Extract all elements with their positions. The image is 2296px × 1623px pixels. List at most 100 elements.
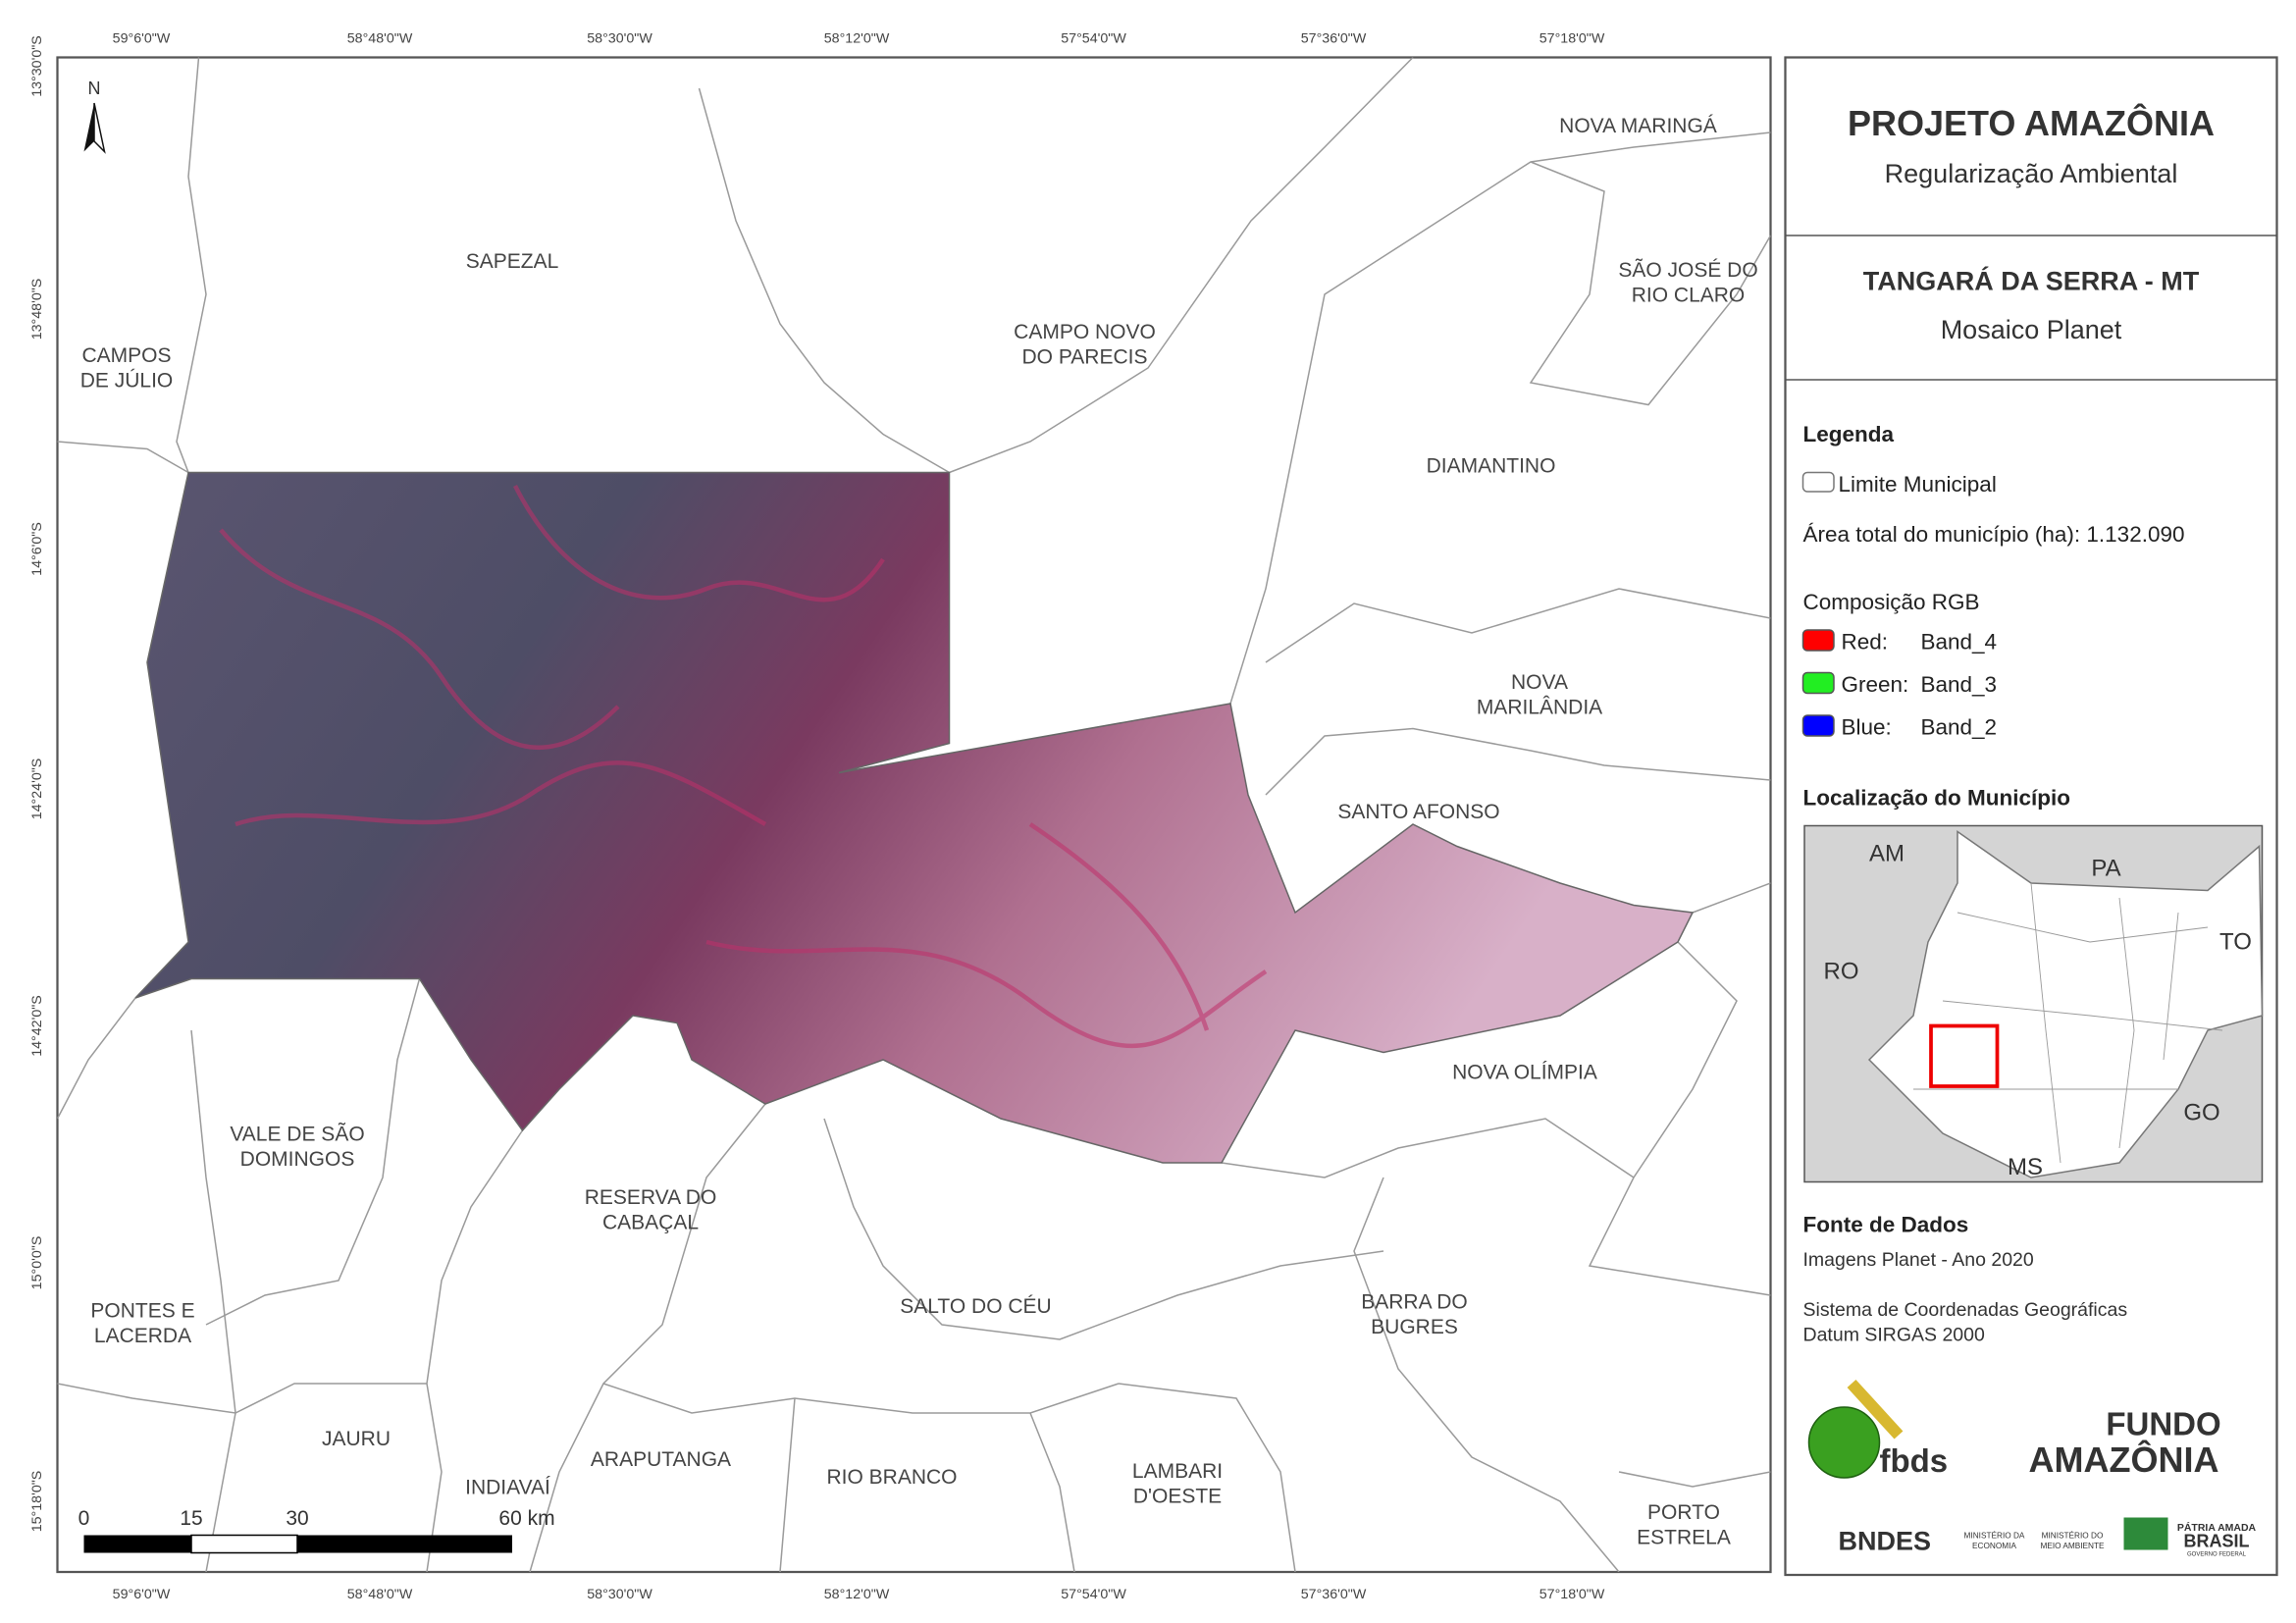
left-coordinate: 15°18'0"S (29, 1471, 45, 1533)
left-coordinate: 14°6'0"S (29, 522, 45, 576)
bottom-coordinate: 59°6'0"W (113, 1587, 171, 1602)
municipality-line: PORTO (1647, 1501, 1720, 1524)
inset-internal (1913, 882, 2223, 1164)
band-channel: Green: (1842, 672, 1909, 697)
top-coordinate: 58°48'0"W (347, 31, 413, 47)
municipality-line: ESTRELA (1637, 1527, 1731, 1549)
municipality-label: BARRA DO BUGRES (1361, 1291, 1468, 1339)
municipality-line: SAPEZAL (466, 250, 559, 273)
band-swatch (1801, 671, 1835, 695)
logo-text: ECONOMIA (1972, 1542, 2016, 1550)
municipality-line: BARRA DO (1361, 1291, 1468, 1314)
bottom-coordinate: 58°12'0"W (824, 1587, 890, 1602)
municipality-line: MARILÂNDIA (1477, 697, 1602, 719)
municipality-label: ARAPUTANGA (591, 1448, 731, 1471)
municipality-line: RIO BRANCO (826, 1466, 957, 1489)
municipality-label: SAPEZAL (466, 250, 559, 273)
municipality-line: CABAÇAL (602, 1212, 699, 1234)
scale-labels: 0 15 30 60 km (78, 1507, 555, 1530)
left-coordinate: 13°30'0"S (29, 35, 45, 97)
municipality-label: DIAMANTINO (1427, 455, 1556, 478)
municipality-line: SANTO AFONSO (1337, 801, 1499, 823)
band-legend: Red: Band_4 Green: Band_3 Blue: Band_2 (1801, 629, 1998, 740)
logo-text: MEIO AMBIENTE (2040, 1542, 2105, 1550)
municipality-label: NOVA MARINGÁ (1559, 115, 1717, 137)
municipality-label: NOVA OLÍMPIA (1452, 1062, 1597, 1084)
municipality-line: RIO CLARO (1632, 285, 1746, 307)
bottom-coordinate: 57°18'0"W (1539, 1587, 1605, 1602)
municipality-line: DOMINGOS (240, 1148, 355, 1171)
location-box (1929, 1023, 2000, 1088)
municipality-label: VALE DE SÃO DOMINGOS (230, 1123, 364, 1172)
band-swatch (1801, 714, 1835, 737)
municipality-line: INDIAVAÍ (465, 1477, 550, 1499)
inset-label: TO (2219, 929, 2252, 956)
area-label: Área total do município (ha): 1.132.090 (1803, 522, 2185, 547)
coordinate-labels: 59°6'0"W 58°48'0"W 58°30'0"W 58°12'0"W 57°54… (29, 31, 1605, 1603)
top-coordinate: 58°12'0"W (824, 31, 890, 47)
legend-heading: Legenda (1803, 422, 1895, 446)
inset-state (1867, 830, 2264, 1178)
band-name: Band_2 (1921, 715, 1998, 740)
municipality-label: INDIAVAÍ (465, 1477, 550, 1499)
municipality-line: LACERDA (94, 1325, 191, 1347)
municipality-label: PORTO ESTRELA (1637, 1501, 1731, 1549)
satellite-mosaic (134, 471, 1695, 1164)
place-name: TANGARÁ DA SERRA - MT (1863, 266, 2200, 296)
left-coordinate: 14°24'0"S (29, 759, 45, 820)
municipality-line: CAMPOS (81, 344, 171, 367)
top-coordinate: 57°18'0"W (1539, 31, 1605, 47)
source-lines: Imagens Planet - Ano 2020 Sistema de Coor… (1803, 1249, 2128, 1346)
logo-mark (2123, 1517, 2168, 1550)
north-arrow (93, 102, 106, 154)
municipality-line: D'OESTE (1133, 1486, 1222, 1508)
inset-labels: AM PA RO TO GO MS (1824, 841, 2252, 1181)
logo-text: AMAZÔNIA (2029, 1439, 2219, 1480)
source-line: Sistema de Coordenadas Geográficas (1803, 1299, 2128, 1321)
band-channel: Red: (1842, 630, 1889, 654)
side-panel (1784, 56, 2278, 1577)
municipality-line: ARAPUTANGA (591, 1448, 731, 1471)
municipality-line: NOVA (1511, 671, 1568, 694)
municipality-labels: SAPEZAL CAMPOS DE JÚLIO CAMPO NOVO DO PARECI… (80, 115, 1758, 1549)
municipality-label: SÃO JOSÉ DO RIO CLARO (1618, 258, 1757, 307)
legend-swatch (1801, 471, 1835, 493)
bottom-coordinate: 57°36'0"W (1301, 1587, 1367, 1602)
municipality-line: NOVA MARINGÁ (1559, 115, 1717, 137)
municipality-label: SANTO AFONSO (1337, 801, 1499, 823)
band-swatch (1801, 629, 1835, 652)
municipality-label: CAMPO NOVO DO PARECIS (1014, 321, 1156, 369)
logo-text: BNDES (1839, 1527, 1932, 1556)
north-arrow (83, 103, 94, 152)
logo-mark (1807, 1406, 1881, 1479)
municipality-line: LAMBARI (1132, 1460, 1223, 1483)
municipality-label: RIO BRANCO (826, 1466, 957, 1489)
logo-text: PÁTRIA AMADA (2177, 1521, 2257, 1534)
municipality-line: NOVA OLÍMPIA (1452, 1062, 1597, 1084)
left-coordinate: 13°48'0"S (29, 279, 45, 340)
panel-subtitle: Regularização Ambiental (1885, 159, 2178, 188)
rgb-heading: Composição RGB (1803, 590, 1980, 614)
inset-label: PA (2091, 856, 2120, 882)
band-name: Band_4 (1921, 630, 1998, 654)
municipality-line: DE JÚLIO (80, 370, 174, 393)
municipality-line: SÃO JOSÉ DO (1618, 258, 1757, 282)
north-label: N (88, 79, 101, 98)
municipality-label: PONTES E LACERDA (90, 1300, 194, 1348)
source-line: Datum SIRGAS 2000 (1803, 1325, 1985, 1346)
logo-text: MINISTÉRIO DO (2042, 1531, 2104, 1541)
logo-text: BRASIL (2184, 1532, 2250, 1551)
scale-bar (190, 1534, 298, 1554)
source-heading: Fonte de Dados (1803, 1213, 1969, 1237)
band-channel: Blue: (1842, 715, 1892, 740)
scale-label: 30 (286, 1507, 308, 1530)
top-coordinate: 58°30'0"W (587, 31, 652, 47)
inset-label: RO (1824, 959, 1859, 985)
layout: N 0 15 30 60 km 59°6'0"W 58°48'0"W 58°30'0"W 5… (29, 31, 2278, 1603)
left-coordinate: 15°0'0"S (29, 1236, 45, 1290)
bottom-coordinate: 57°54'0"W (1061, 1587, 1126, 1602)
location-heading: Localização do Município (1803, 786, 2071, 811)
municipality-label: JAURU (322, 1428, 391, 1450)
